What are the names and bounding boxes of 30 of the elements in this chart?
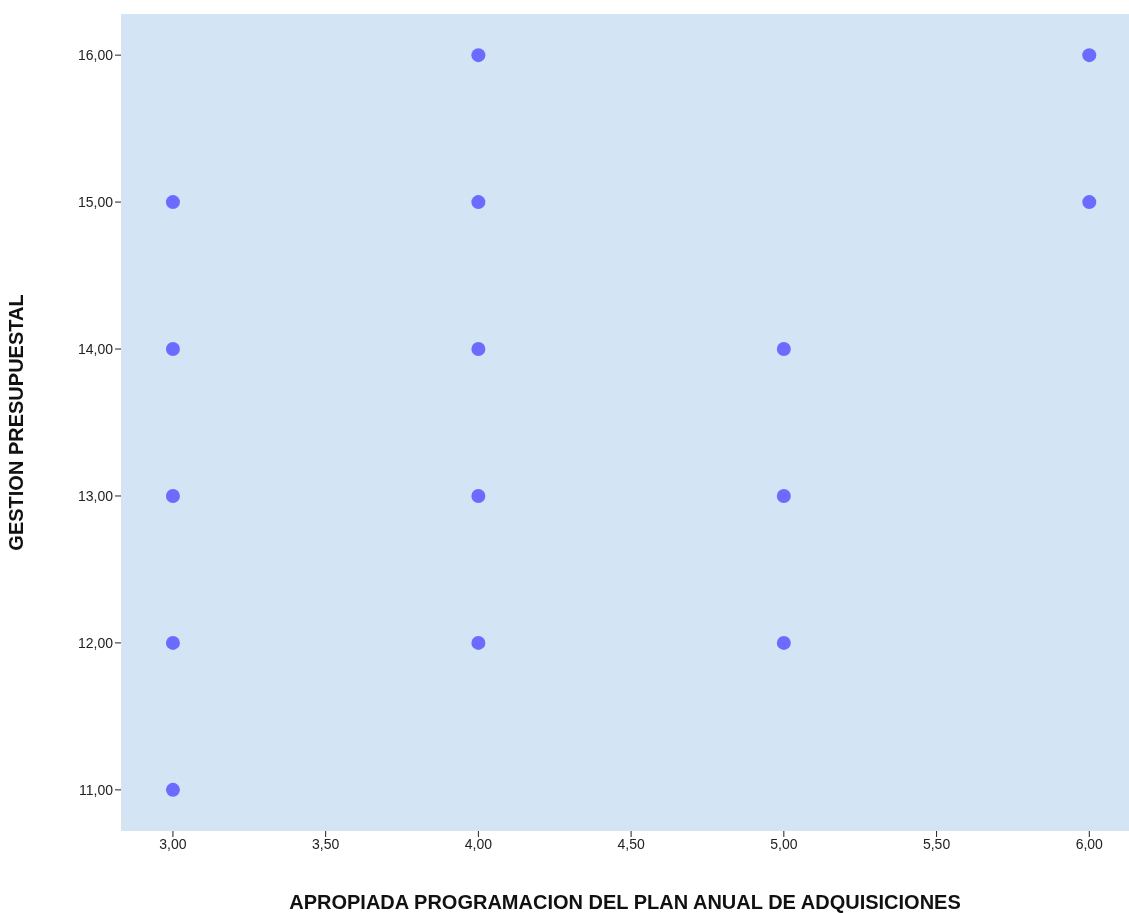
y-tick-label: 13,00 [77,487,114,504]
point [165,342,180,357]
y-tick-label: 12,00 [77,634,114,651]
y-tick-label: 14,00 [77,341,114,357]
point [776,488,791,503]
x-tick-label: 4,00 [464,835,493,852]
y-axis-title: GESTION PRESUPUESTAL [5,294,28,551]
point [1082,195,1097,210]
x-tick-label: 5,00 [770,835,798,852]
point [1082,48,1097,63]
x-tick-label: 5,50 [922,835,951,852]
x-tick-label: 4,50 [617,835,645,852]
point [471,635,486,650]
point [471,488,486,503]
point [165,195,180,210]
x-tick-label: 6,00 [1075,835,1104,852]
y-tick-label: 15,00 [77,194,114,211]
x-tick-label: 3,00 [159,835,187,852]
point [471,48,486,63]
x-tick-label: 3,50 [312,835,340,852]
point [165,782,180,797]
x-axis-title: APROPIADA PROGRAMACION DEL PLAN ANUAL DE ADQUISICIONES [289,891,961,913]
point [165,635,180,650]
point [776,342,791,357]
point [165,488,180,503]
point [471,195,486,210]
point [471,342,486,357]
y-tick-label: 16,00 [77,47,114,64]
point [776,635,791,650]
y-tick-label: 11,00 [79,781,114,798]
